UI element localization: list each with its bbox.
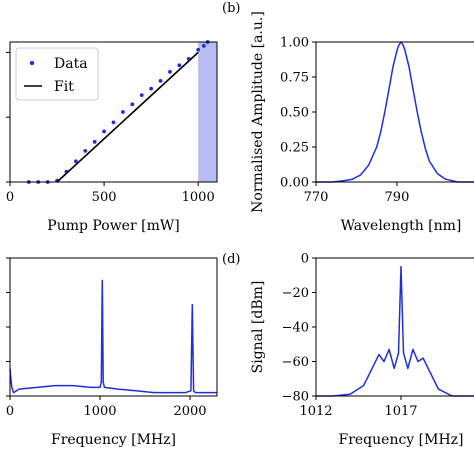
chart-c-xtick-label-1: 1000	[83, 404, 116, 419]
chart-d-xlabel: Frequency [MHz]	[338, 432, 463, 448]
chart-d-xtick-label-1: 1017	[384, 404, 417, 419]
chart-d-ytick-label-0: −80	[282, 390, 309, 405]
panel-label-d: (d)	[222, 252, 240, 267]
chart-b-xtick-label-0: 770	[304, 190, 329, 205]
chart-b-ytick-label-4: 1.00	[280, 36, 309, 51]
chart-b-xtick-label-1: 790	[385, 190, 410, 205]
chart-a-data-point-7	[92, 139, 97, 144]
chart-c-xtick-label-0: 0	[6, 404, 14, 419]
chart-a-legend-box	[15, 47, 99, 101]
chart-b-xlabel: Wavelength [nm]	[341, 218, 462, 234]
chart-c-xlabel: Frequency [MHz]	[51, 432, 176, 448]
panel-d-chart: 1012 1017 −80 −60 −40 −20 0 Frequency [MHz] Sign…	[250, 252, 474, 448]
chart-a-data-point-10	[121, 110, 125, 114]
chart-a-xlabel: Pump Power [mW]	[47, 218, 179, 234]
chart-b-ytick-label-0: 0.00	[280, 176, 309, 191]
chart-d-ytick-label-1: −60	[282, 355, 309, 370]
chart-a-data-point-5	[73, 159, 78, 164]
chart-a-data-point-8	[102, 129, 106, 134]
chart-a-data-point-13	[149, 86, 154, 91]
chart-d-ytick-label-3: −20	[282, 286, 309, 301]
chart-b-ytick-label-3: 0.75	[280, 71, 309, 86]
chart-b-series-line-0	[316, 41, 474, 183]
chart-b-ylabel: Normalised Amplitude [a.u.]	[250, 11, 266, 213]
chart-a-data-point-14	[158, 78, 163, 83]
chart-a-xtick-label-2: 1000	[182, 190, 215, 205]
chart-a-xtick-label-1: 500	[92, 190, 117, 205]
chart-b-frame	[315, 41, 474, 183]
chart-a-series-line-1	[56, 51, 199, 183]
panel-b-chart: 770 790 0.00 0.25 0.50 0.75 1.00 Wavelength [nm…	[250, 11, 474, 234]
panel-c-chart: 0 1000 2000 Frequency [MHz]	[6, 257, 218, 448]
chart-a-xtick-label-0: 0	[6, 190, 14, 205]
chart-d-frame	[315, 257, 474, 397]
chart-a-data-point-11	[130, 102, 135, 107]
chart-c-series-line-0	[9, 279, 217, 394]
chart-d-ylabel: Signal [dBm]	[250, 281, 266, 374]
chart-a-legend-label-data: Data	[54, 56, 88, 72]
chart-a-data-point-9	[111, 120, 116, 125]
chart-a-data-point-15	[168, 69, 172, 74]
chart-d-ytick-label-2: −40	[282, 321, 309, 336]
chart-c-frame	[9, 257, 218, 397]
chart-d-series-line-0	[316, 265, 474, 397]
chart-a-highlight-band	[198, 42, 217, 182]
chart-a-data-point-18	[196, 47, 201, 52]
chart-b-ytick-label-1: 0.25	[280, 141, 309, 156]
chart-a-data-point-12	[139, 93, 144, 98]
chart-b-ytick-label-2: 0.50	[280, 106, 309, 121]
chart-a-data-point-6	[83, 148, 88, 153]
chart-d-xtick-label-0: 1012	[299, 404, 332, 419]
chart-a-frame	[9, 41, 218, 183]
panel-label-b: (b)	[222, 1, 240, 16]
chart-d-ytick-label-4: 0	[301, 252, 309, 267]
chart-c-xtick-label-2: 2000	[173, 404, 206, 419]
chart-a-data-point-19	[201, 43, 206, 48]
chart-a-legend-marker-data	[29, 60, 35, 66]
chart-a-legend-label-fit: Fit	[54, 79, 74, 95]
chart-a-data-point-16	[177, 63, 182, 68]
